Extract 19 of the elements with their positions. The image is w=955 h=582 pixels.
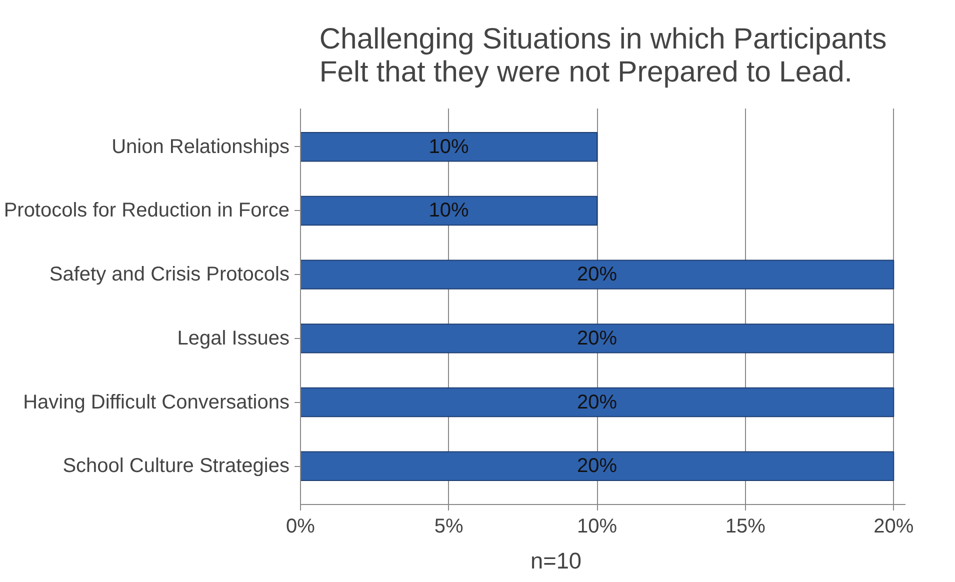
y-tick-label: Having Difficult Conversations bbox=[23, 391, 290, 414]
text: n=10 bbox=[530, 548, 582, 574]
y-tick-label: School Culture Strategies bbox=[62, 455, 290, 478]
chart-title: Challenging Situations in which Participants Felt that they were not Prepared to Lead. bbox=[319, 22, 887, 88]
y-tick-label: Protocols for Reduction in Force bbox=[4, 200, 290, 222]
x-tick-label: 15% bbox=[725, 516, 766, 538]
x-tick-label: 10% bbox=[577, 516, 618, 538]
data-label: 20% bbox=[577, 264, 618, 286]
data-label: 20% bbox=[577, 455, 618, 478]
x-tick-label: 0% bbox=[286, 516, 316, 538]
data-label: 10% bbox=[428, 136, 470, 158]
y-tick-label: Safety and Crisis Protocols bbox=[49, 264, 290, 286]
y-tick-label: Union Relationships bbox=[112, 136, 290, 158]
x-tick-label: 5% bbox=[434, 516, 464, 538]
data-label: 20% bbox=[577, 327, 618, 350]
y-tick-label: Legal Issues bbox=[177, 327, 290, 350]
data-label: 20% bbox=[577, 391, 618, 414]
x-tick-label: 20% bbox=[874, 516, 914, 538]
data-label: 10% bbox=[428, 200, 470, 222]
